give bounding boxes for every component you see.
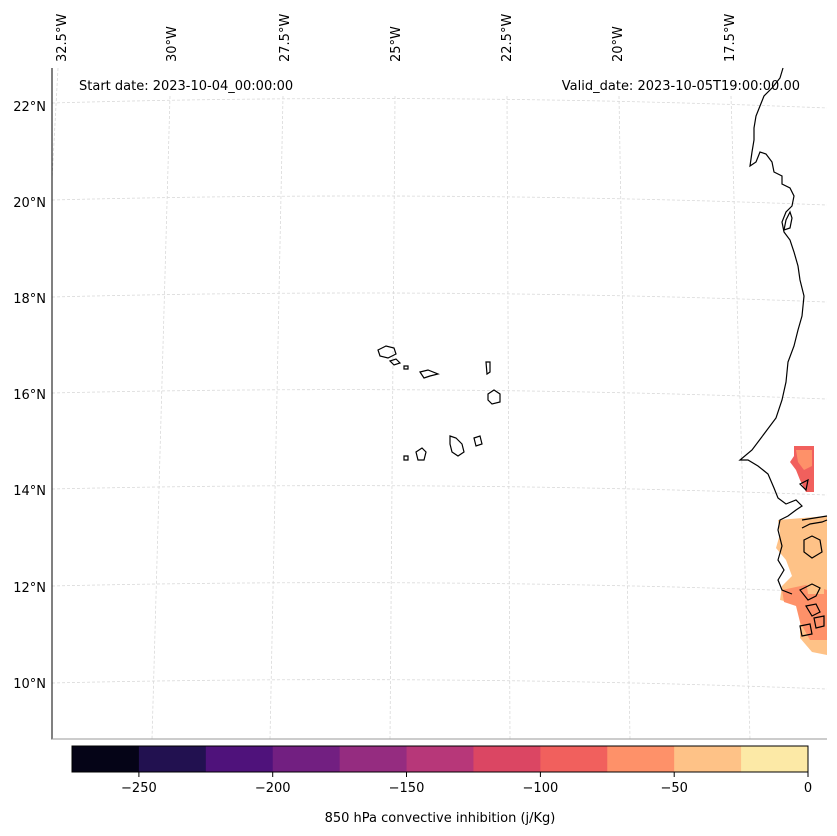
island-santiago: [449, 435, 465, 457]
colorbar-swatch: [406, 746, 474, 772]
island-fogo: [415, 447, 427, 461]
colorbar-ticks: −250 −200 −150 −100 −50 0: [121, 772, 812, 796]
coastline: [738, 67, 828, 637]
colorbar-tick-label: 0: [804, 781, 812, 796]
lat-label: 22°N: [13, 100, 46, 115]
island-sao-nicolau: [419, 369, 440, 379]
longitude-gridlines: [51, 67, 751, 740]
lat-label: 18°N: [13, 292, 46, 307]
lat-label: 14°N: [13, 484, 46, 499]
colorbar-tick-label: −50: [660, 781, 687, 796]
colorbar-swatch: [138, 746, 207, 772]
lat-label: 10°N: [13, 677, 46, 692]
colorbar-swatch: [473, 746, 541, 772]
island-sao-vicente: [388, 358, 402, 366]
lon-label: 32.5°W: [55, 14, 70, 62]
colorbar-swatches: [72, 746, 809, 772]
colorbar-tick-label: −250: [121, 781, 157, 796]
longitude-labels: 32.5°W 30°W 27.5°W 25°W 22.5°W 20°W 17.5…: [55, 14, 738, 62]
lon-label: 20°W: [611, 26, 626, 62]
lon-label: 17.5°W: [723, 14, 738, 62]
lon-label: 27.5°W: [278, 14, 293, 62]
colorbar-swatch: [272, 746, 341, 772]
island-boa-vista: [487, 389, 501, 405]
start-date-label: Start date: 2023-10-04_00:00:00: [79, 79, 293, 94]
island-maio: [473, 435, 483, 447]
colorbar-frame: [71, 745, 809, 773]
lat-label: 16°N: [13, 388, 46, 403]
latitude-gridlines: [51, 98, 828, 690]
colorbar-tick-label: −200: [255, 781, 291, 796]
lon-label: 22.5°W: [500, 14, 515, 62]
island-santo-antao: [377, 345, 397, 359]
island-sal: [485, 361, 491, 376]
colorbar-tick-label: −100: [523, 781, 559, 796]
colorbar: −250 −200 −150 −100 −50 0 850 hPa convec…: [71, 745, 812, 826]
cin-area-orange-north: [796, 450, 812, 470]
colorbar-label: 850 hPa convective inhibition (j/Kg): [325, 811, 556, 826]
map-panel: [51, 67, 828, 740]
lat-label: 20°N: [13, 196, 46, 211]
colorbar-swatch: [607, 746, 675, 772]
latitude-labels: 22°N 20°N 18°N 16°N 14°N 12°N 10°N: [13, 100, 46, 692]
colorbar-swatch: [741, 746, 809, 772]
lon-label: 25°W: [389, 26, 404, 62]
lat-label: 12°N: [13, 581, 46, 596]
colorbar-swatch: [540, 746, 608, 772]
valid-date-label: Valid_date: 2023-10-05T19:00:00.00: [562, 79, 800, 94]
island-brava: [403, 455, 409, 461]
island-santa-luzia: [403, 365, 409, 370]
colorbar-swatch: [674, 746, 742, 772]
colorbar-tick-label: −150: [389, 781, 425, 796]
cape-verde-islands: [377, 345, 501, 461]
lon-label: 30°W: [165, 26, 180, 62]
colorbar-swatch: [72, 746, 140, 772]
colorbar-swatch: [339, 746, 408, 772]
colorbar-swatch: [205, 746, 274, 772]
